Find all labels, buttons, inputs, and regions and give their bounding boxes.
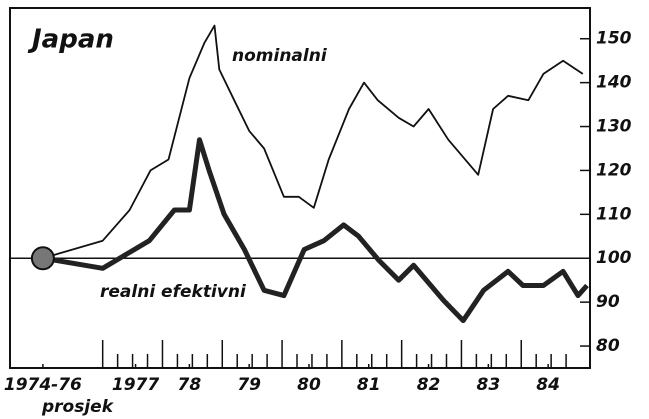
x-note: prosjek — [41, 397, 115, 417]
x-tick-label: 80 — [297, 375, 321, 395]
series-line — [42, 137, 589, 324]
x-tick-label: 78 — [178, 375, 202, 395]
x-tick-label: 81 — [357, 375, 381, 395]
y-tick-label: 140 — [596, 73, 632, 93]
x-tick-label: 84 — [536, 375, 560, 395]
x-tick-label: 1977 — [112, 375, 159, 395]
series-line — [42, 24, 584, 260]
y-tick-label: 100 — [596, 248, 632, 268]
x-tick-label: 1974-76 — [4, 375, 82, 395]
frame — [9, 7, 591, 369]
y-tick-label: 130 — [596, 117, 632, 137]
y-tick-label: 120 — [596, 160, 632, 180]
annotation: nominalni — [232, 46, 328, 66]
x-tick-label: 83 — [477, 375, 501, 395]
x-tick-label: 79 — [237, 375, 261, 395]
y-tick-label: 110 — [596, 204, 632, 224]
x-tick-label: 82 — [417, 375, 441, 395]
y-tick-label: 90 — [596, 292, 620, 312]
y-tick-label: 150 — [596, 29, 632, 49]
y-tick-label: 80 — [596, 336, 620, 356]
chart-title: Japan — [27, 25, 114, 55]
annotation: realni efektivni — [100, 282, 247, 302]
base-point — [30, 246, 55, 271]
